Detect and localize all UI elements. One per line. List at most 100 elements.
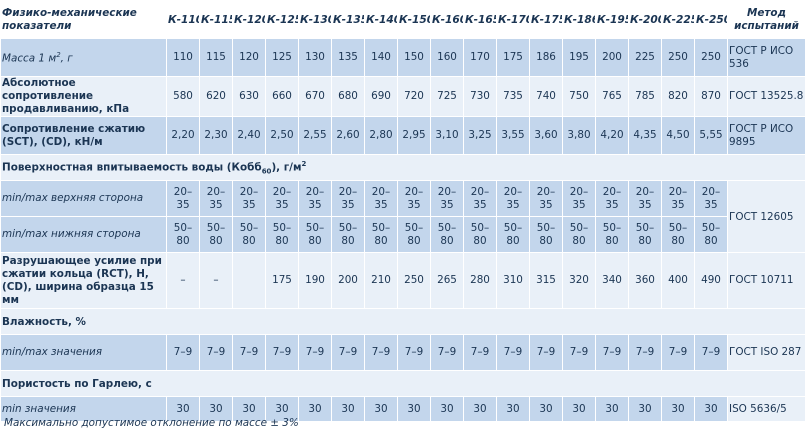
cell-value: 50– 80: [529, 216, 563, 253]
cell-value: 725: [430, 76, 464, 117]
header-model: К-175: [529, 0, 563, 39]
cell-value: 50– 80: [694, 216, 728, 253]
header-model: К-225: [661, 0, 695, 39]
cell-value: 20– 35: [661, 180, 695, 217]
cell-value: 660: [265, 76, 299, 117]
cell-value: 820: [661, 76, 695, 117]
row-burst: Абсолютное сопротивление продавливанию, …: [0, 76, 805, 117]
cell-value: 2,95: [397, 116, 431, 155]
header-model: К-135: [331, 0, 365, 39]
cell-value: 30: [430, 396, 464, 422]
section-heading: Поверхностная впитываемость воды (Кобб60…: [0, 154, 805, 181]
cell-value: 2,40: [232, 116, 266, 155]
cell-value: 50– 80: [265, 216, 299, 253]
header-parameters: Физико-механические показатели: [0, 0, 167, 39]
header-method: Метод испытаний: [727, 0, 805, 39]
cell-value: 750: [562, 76, 596, 117]
cell-value: 280: [463, 252, 497, 309]
row-porosity: min значения 30 30 30 30 30 30 30 30 30 …: [0, 396, 805, 422]
method-cell: ГОСТ Р ИСО 536: [727, 38, 805, 77]
cell-value: 265: [430, 252, 464, 309]
cell-value: 175: [496, 38, 530, 77]
cell-value: 30: [397, 396, 431, 422]
cell-value: 115: [199, 38, 233, 77]
label-text: ), г/м: [271, 161, 302, 174]
footnote: Максимально допустимое отклонение по мас…: [4, 417, 299, 429]
row-sct: Сопротивление сжатию (SCT), (CD), кН/м 2…: [0, 116, 805, 155]
cell-value: [232, 252, 266, 309]
header-model: К-120: [232, 0, 266, 39]
cell-value: 30: [628, 396, 662, 422]
cell-value: 20– 35: [430, 180, 464, 217]
cell-value: –: [199, 252, 233, 309]
cell-value: 20– 35: [166, 180, 200, 217]
cell-value: 50– 80: [595, 216, 629, 253]
row-cobb-section: Поверхностная впитываемость воды (Кобб60…: [0, 154, 805, 181]
cell-value: 310: [496, 252, 530, 309]
header-model: К-165: [463, 0, 497, 39]
cell-value: 7–9: [529, 334, 563, 371]
cell-value: 7–9: [364, 334, 398, 371]
label-superscript: 2: [301, 159, 307, 168]
cell-value: 250: [397, 252, 431, 309]
cell-value: 190: [298, 252, 332, 309]
cell-value: 2,60: [331, 116, 365, 155]
cell-value: 7–9: [694, 334, 728, 371]
cell-value: 20– 35: [628, 180, 662, 217]
cell-value: 315: [529, 252, 563, 309]
cell-value: 20– 35: [298, 180, 332, 217]
cell-value: 20– 35: [529, 180, 563, 217]
cell-value: 7–9: [166, 334, 200, 371]
cell-value: 195: [562, 38, 596, 77]
cell-value: 20– 35: [331, 180, 365, 217]
header-model: К-200: [628, 0, 662, 39]
header-model: К-186: [562, 0, 596, 39]
cell-value: 30: [232, 396, 266, 422]
param-label: Абсолютное сопротивление продавливанию, …: [0, 76, 167, 117]
header-model: К-115: [199, 0, 233, 39]
method-cell: ГОСТ 12605: [727, 180, 805, 253]
cell-value: 50– 80: [199, 216, 233, 253]
cell-value: 20– 35: [595, 180, 629, 217]
cell-value: 20– 35: [562, 180, 596, 217]
cell-value: 2,50: [265, 116, 299, 155]
cell-value: 50– 80: [397, 216, 431, 253]
row-cobb-top: min/max верхняя сторона 20– 35 20– 35 20…: [0, 180, 805, 253]
cell-value: 50– 80: [430, 216, 464, 253]
cell-value: 7–9: [199, 334, 233, 371]
cell-value: 30: [331, 396, 365, 422]
cell-value: 250: [661, 38, 695, 77]
row-rct: Разрушающее усилие при сжатии кольца (RC…: [0, 252, 805, 309]
row-humidity: min/max значения 7–9 7–9 7–9 7–9 7–9 7–9…: [0, 334, 805, 371]
cell-value: 50– 80: [166, 216, 200, 253]
specs-table: Физико-механические показатели К-110 К-1…: [0, 0, 805, 422]
cell-value: 20– 35: [463, 180, 497, 217]
cell-value: 20– 35: [364, 180, 398, 217]
cell-value: 765: [595, 76, 629, 117]
method-cell: ГОСТ 10711: [727, 252, 805, 309]
cell-value: 50– 80: [463, 216, 497, 253]
cell-value: 7–9: [232, 334, 266, 371]
cell-value: 2,30: [199, 116, 233, 155]
cell-value: 20– 35: [694, 180, 728, 217]
cell-value: 400: [661, 252, 695, 309]
cell-value: 175: [265, 252, 299, 309]
row-mass: Масса 1 м2, г 110 115 120 125 130 135 14…: [0, 38, 805, 77]
cell-value: 670: [298, 76, 332, 117]
cell-value: 785: [628, 76, 662, 117]
cell-value: 20– 35: [232, 180, 266, 217]
method-cell: ГОСТ Р ИСО 9895: [727, 116, 805, 155]
cell-value: 7–9: [496, 334, 530, 371]
cell-value: 3,60: [529, 116, 563, 155]
cell-value: 30: [496, 396, 530, 422]
cell-value: 490: [694, 252, 728, 309]
param-label: min/max значения: [0, 334, 167, 371]
cell-value: 50– 80: [298, 216, 332, 253]
method-cell: ISO 5636/5: [727, 396, 805, 422]
cell-value: 50– 80: [364, 216, 398, 253]
row-cobb-bottom: min/max нижняя сторона 50– 80 50– 80 50–…: [0, 216, 805, 253]
cell-value: 160: [430, 38, 464, 77]
label-text: Масса 1 м: [2, 52, 57, 65]
cell-value: 30: [166, 396, 200, 422]
label-text: , г: [60, 52, 73, 65]
